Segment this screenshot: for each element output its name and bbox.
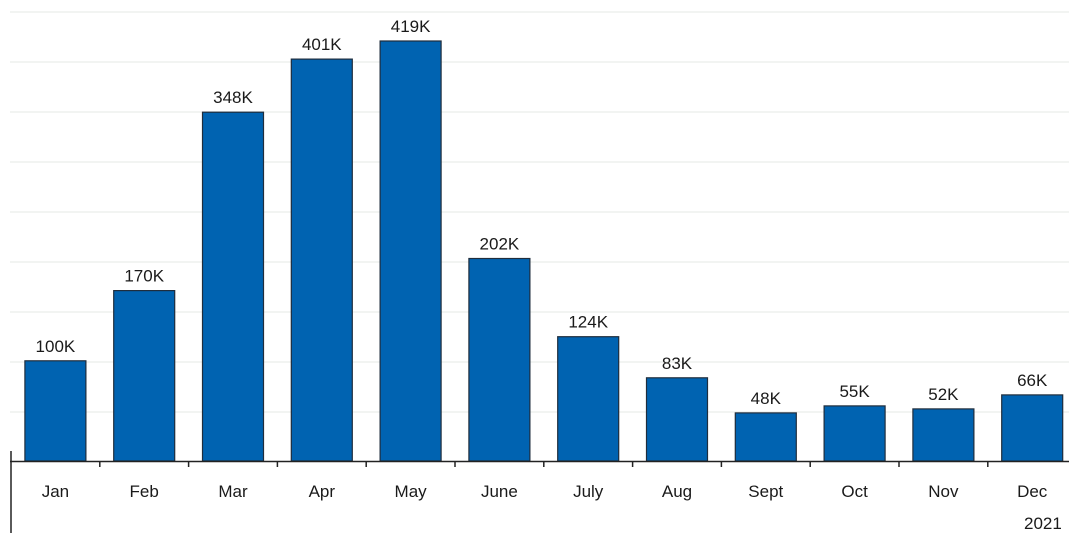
bar xyxy=(379,40,442,462)
x-tick-label: Oct xyxy=(841,482,868,501)
x-tick-label: Nov xyxy=(928,482,959,501)
data-label: 124K xyxy=(568,313,608,332)
bar xyxy=(24,360,87,462)
data-label: 52K xyxy=(928,385,959,404)
x-tick-label: Mar xyxy=(218,482,248,501)
data-label: 100K xyxy=(36,337,76,356)
x-axis xyxy=(10,451,1069,533)
data-label: 348K xyxy=(213,88,253,107)
data-label: 66K xyxy=(1017,371,1048,390)
x-tick-label: Dec xyxy=(1017,482,1048,501)
bar xyxy=(201,111,265,462)
data-label: 48K xyxy=(751,389,782,408)
x-tick-labels: Jan Feb Mar Apr May June July Aug Sept Oct Nov Dec xyxy=(42,482,1048,501)
bar xyxy=(468,257,531,462)
data-label: 401K xyxy=(302,35,342,54)
x-tick-label: Feb xyxy=(130,482,159,501)
data-label: 419K xyxy=(391,17,431,36)
data-label: 202K xyxy=(480,235,520,254)
bar xyxy=(734,412,797,462)
data-label: 55K xyxy=(839,382,870,401)
data-labels: 100K 170K 348K 401K 419K 202K 124K 83K 48K 55K 52K… xyxy=(36,17,1048,408)
x-tick-label: June xyxy=(481,482,518,501)
year-label: 2021 xyxy=(1024,514,1062,533)
x-tick-label: July xyxy=(573,482,604,501)
bar xyxy=(823,405,886,462)
x-tick-label: May xyxy=(395,482,428,501)
bar xyxy=(557,336,620,462)
data-label: 83K xyxy=(662,354,693,373)
bar xyxy=(645,377,709,462)
bar xyxy=(912,408,975,462)
bar xyxy=(1001,394,1064,462)
x-tick-label: Sept xyxy=(748,482,783,501)
bar xyxy=(113,290,176,462)
bar xyxy=(290,58,353,462)
x-tick-label: Jan xyxy=(42,482,69,501)
x-tick-label: Aug xyxy=(662,482,692,501)
gridlines xyxy=(10,11,1069,413)
x-tick-label: Apr xyxy=(309,482,336,501)
data-label: 170K xyxy=(124,267,164,286)
bars xyxy=(24,40,1064,462)
